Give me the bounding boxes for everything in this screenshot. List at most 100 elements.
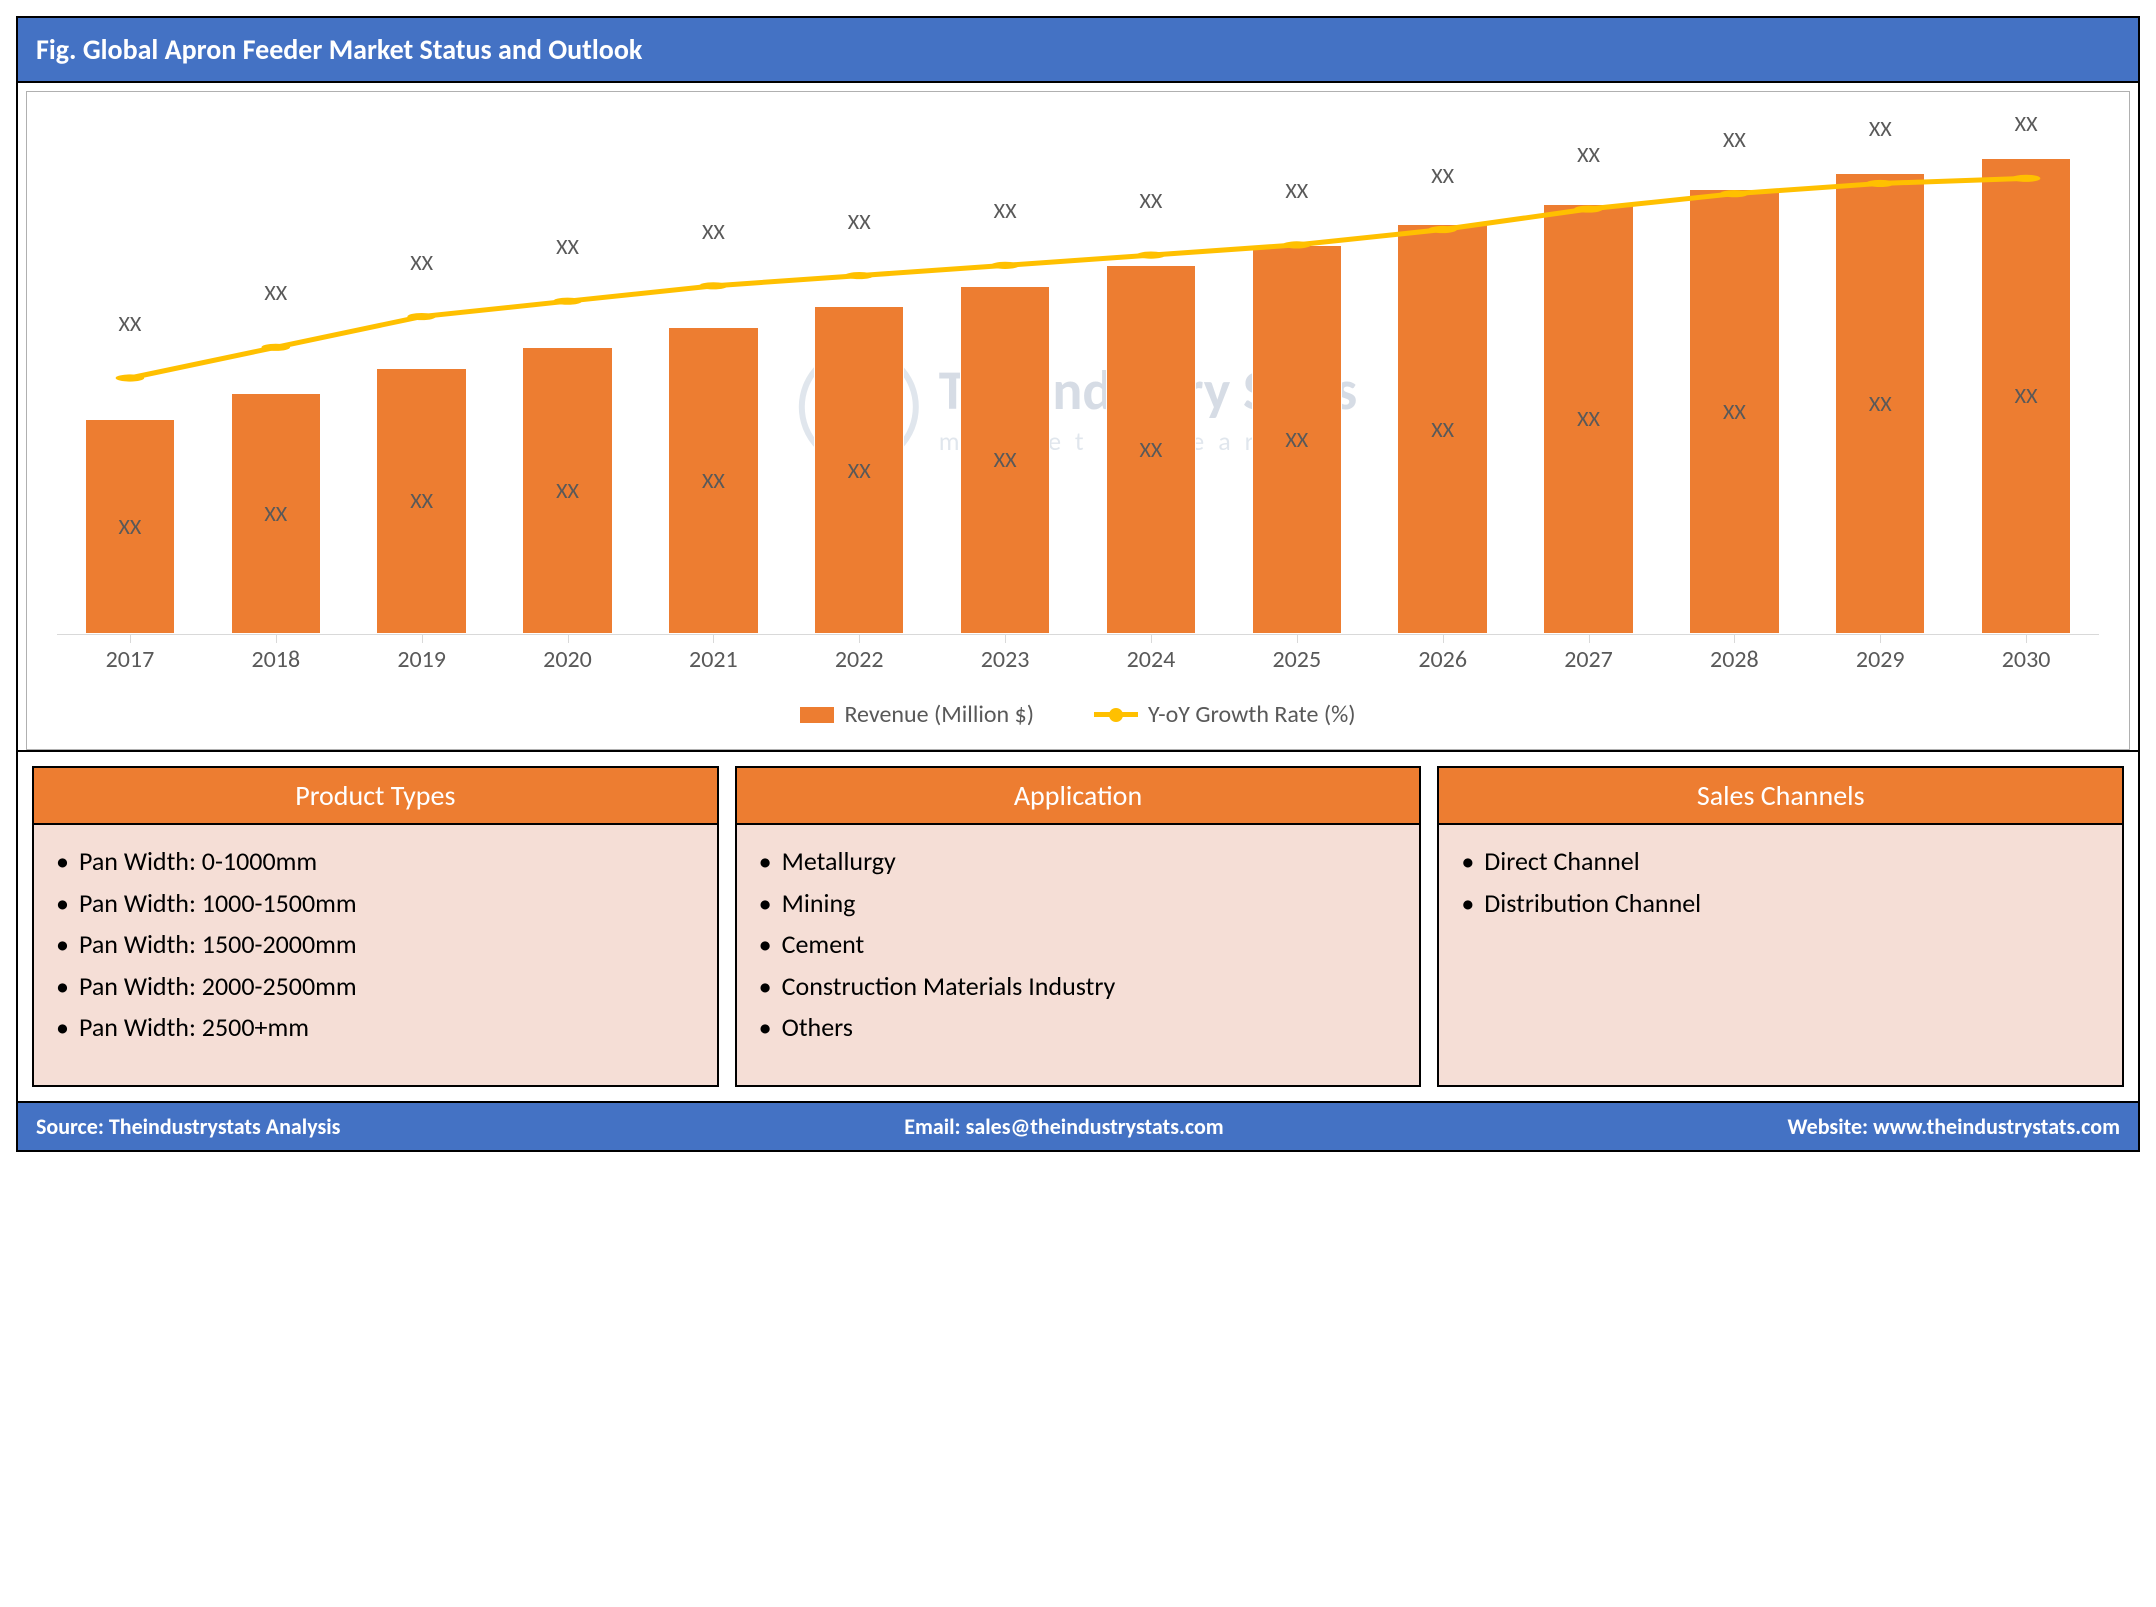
bar-value-label: XX xyxy=(264,500,287,527)
x-axis: 2017201820192020202120222023202420252026… xyxy=(57,634,2099,682)
legend-growth-label: Y-oY Growth Rate (%) xyxy=(1148,700,1356,729)
x-tick: 2030 xyxy=(1953,635,2099,682)
bar-slot: XX XX xyxy=(349,122,495,634)
bar-value-label: XX xyxy=(848,457,871,484)
line-value-label: XX xyxy=(410,249,433,276)
bar-slot: XX XX xyxy=(1516,122,1662,634)
footer-website: Website: www.theindustrystats.com xyxy=(1788,1113,2120,1140)
bar-value-label: XX xyxy=(1285,426,1308,453)
bar: XX xyxy=(960,286,1050,634)
line-value-label: XX xyxy=(994,197,1017,224)
bar-value-label: XX xyxy=(410,487,433,514)
bar-value-label: XX xyxy=(1869,390,1892,417)
x-tick: 2017 xyxy=(57,635,203,682)
bar: XX xyxy=(668,327,758,634)
line-value-label: XX xyxy=(1577,141,1600,168)
card-item: Others xyxy=(759,1007,1398,1049)
bar-slot: XX XX xyxy=(1370,122,1516,634)
x-tick: 2026 xyxy=(1370,635,1516,682)
figure-title: Fig. Global Apron Feeder Market Status a… xyxy=(18,18,2138,83)
bar: XX xyxy=(1835,173,1925,634)
bar: XX xyxy=(231,393,321,634)
bar-slot: XXXX xyxy=(495,122,641,634)
card-item: Distribution Channel xyxy=(1461,883,2100,925)
bar-slot: XX XX xyxy=(203,122,349,634)
bar: XX xyxy=(1106,265,1196,634)
info-card: ApplicationMetallurgyMiningCementConstru… xyxy=(735,766,1422,1087)
figure-container: Fig. Global Apron Feeder Market Status a… xyxy=(16,16,2140,1152)
footer-bar: Source: Theindustrystats Analysis Email:… xyxy=(18,1103,2138,1150)
plot-area: XX XX XX XX XX XX XX XX XX XX XX XX XX XX XX XX XX XX XX XX… xyxy=(57,122,2099,682)
bar: XX xyxy=(1397,224,1487,634)
card-item: Pan Width: 0-1000mm xyxy=(56,841,695,883)
bar-value-label: XX xyxy=(1431,416,1454,443)
card-body: MetallurgyMiningCementConstruction Mater… xyxy=(737,825,1420,1085)
card-item: Pan Width: 1000-1500mm xyxy=(56,883,695,925)
legend-growth: Y-oY Growth Rate (%) xyxy=(1094,700,1356,729)
x-tick: 2019 xyxy=(349,635,495,682)
bar-value-label: XX xyxy=(1140,436,1163,463)
x-tick: 2027 xyxy=(1516,635,1662,682)
x-tick: 2028 xyxy=(1661,635,1807,682)
line-value-label: XX xyxy=(702,218,725,245)
line-value-label: XX xyxy=(1723,126,1746,153)
x-tick: 2024 xyxy=(1078,635,1224,682)
card-body: Pan Width: 0-1000mmPan Width: 1000-1500m… xyxy=(34,825,717,1085)
card-header: Product Types xyxy=(34,768,717,825)
cards-row: Product TypesPan Width: 0-1000mmPan Widt… xyxy=(18,752,2138,1103)
bar-slot: XX XX xyxy=(57,122,203,634)
bar-slot: XXXX xyxy=(1807,122,1953,634)
line-value-label: XX xyxy=(264,279,287,306)
footer-source-value: Theindustrystats Analysis xyxy=(109,1113,341,1140)
bar-slot: XX XX xyxy=(1078,122,1224,634)
bar-slot: XX XX xyxy=(1661,122,1807,634)
line-value-label: XX xyxy=(848,208,871,235)
x-tick: 2025 xyxy=(1224,635,1370,682)
chart-frame: The Industry Stats market research XXXXX… xyxy=(18,83,2138,752)
bar-value-label: XX xyxy=(702,467,725,494)
bar-slot: XX XX xyxy=(1224,122,1370,634)
info-card: Sales ChannelsDirect ChannelDistribution… xyxy=(1437,766,2124,1087)
legend: Revenue (Million $) Y-oY Growth Rate (%) xyxy=(47,682,2109,741)
line-value-label: XX xyxy=(1285,177,1308,204)
footer-email: Email: sales@theindustrystats.com xyxy=(904,1113,1223,1140)
card-item: Pan Width: 2500+mm xyxy=(56,1007,695,1049)
bar: XX xyxy=(1252,245,1342,634)
card-item: Mining xyxy=(759,883,1398,925)
line-value-label: XX xyxy=(1140,187,1163,214)
swatch-bar-icon xyxy=(800,707,834,723)
card-item: Direct Channel xyxy=(1461,841,2100,883)
bar: XX xyxy=(1689,189,1779,634)
info-card: Product TypesPan Width: 0-1000mmPan Widt… xyxy=(32,766,719,1087)
swatch-line-icon xyxy=(1094,707,1138,723)
bar-slot: XXXX xyxy=(1953,122,2099,634)
x-tick: 2021 xyxy=(640,635,786,682)
bar-slot: XX XX xyxy=(932,122,1078,634)
bar-value-label: XX xyxy=(1723,398,1746,425)
line-value-label: XX xyxy=(1431,162,1454,189)
card-body: Direct ChannelDistribution Channel xyxy=(1439,825,2122,1085)
bar: XX xyxy=(814,306,904,634)
x-tick: 2020 xyxy=(495,635,641,682)
bar-slot: XX XX xyxy=(640,122,786,634)
footer-website-label: Website: xyxy=(1788,1113,1869,1140)
bar-value-label: XX xyxy=(119,513,142,540)
bar-value-label: XX xyxy=(994,446,1017,473)
legend-revenue-label: Revenue (Million $) xyxy=(844,700,1034,729)
line-value-label: XX xyxy=(119,310,142,337)
card-item: Cement xyxy=(759,924,1398,966)
footer-email-label: Email: xyxy=(904,1113,960,1140)
bar: XX xyxy=(1543,204,1633,634)
line-value-label: XX xyxy=(1869,115,1892,142)
chart-area: The Industry Stats market research XXXXX… xyxy=(26,91,2130,750)
footer-email-value: sales@theindustrystats.com xyxy=(966,1113,1224,1140)
bar: XX xyxy=(85,419,175,634)
line-value-label: XX xyxy=(2015,110,2038,137)
bar-row: XX XX XX XX XX XX XX XX XX XX XX XX XX XX XX XX XX XX XX XX… xyxy=(57,122,2099,634)
bar-value-label: XX xyxy=(1577,405,1600,432)
line-value-label: XX xyxy=(556,233,579,260)
x-tick: 2023 xyxy=(932,635,1078,682)
card-item: Construction Materials Industry xyxy=(759,966,1398,1008)
x-tick: 2018 xyxy=(203,635,349,682)
card-item: Pan Width: 1500-2000mm xyxy=(56,924,695,966)
